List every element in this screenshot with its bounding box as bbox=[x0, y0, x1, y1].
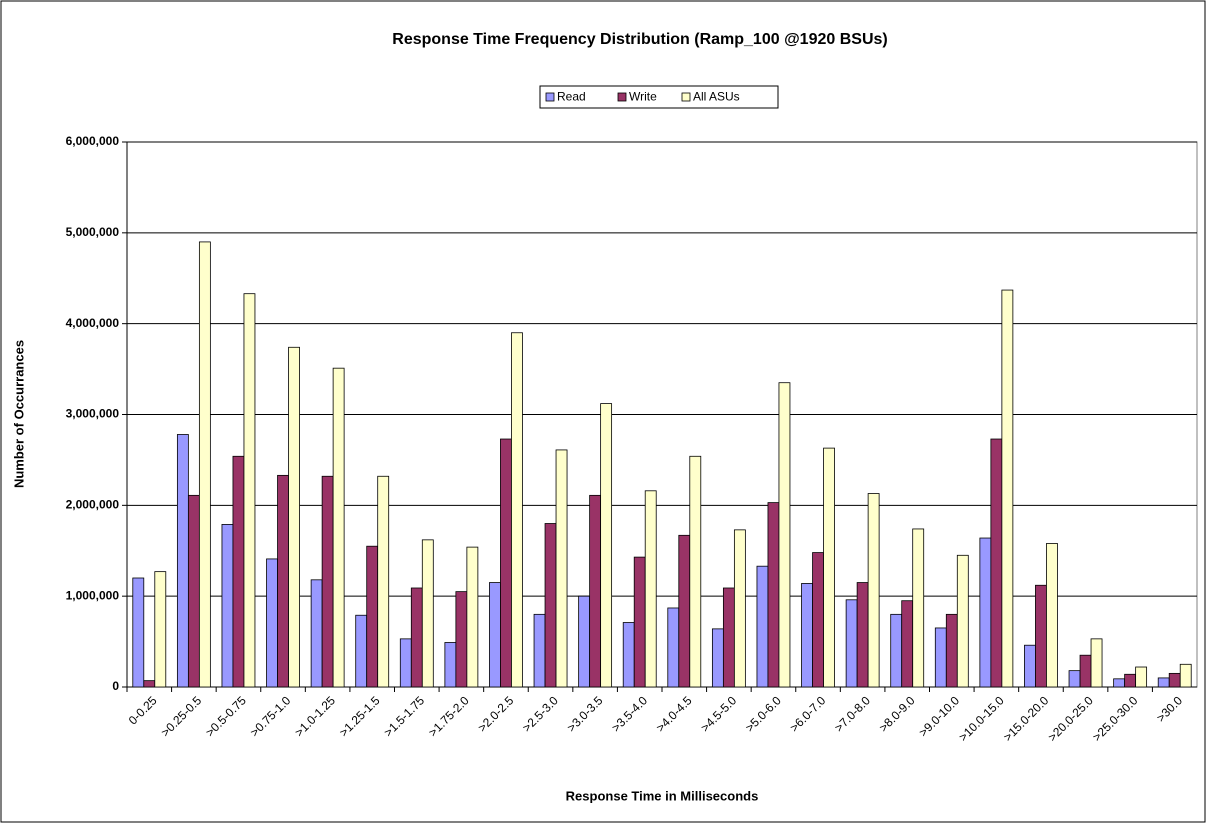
y-axis-title: Number of Occurrances bbox=[11, 340, 26, 488]
bar bbox=[990, 438, 1003, 688]
bar bbox=[154, 571, 167, 688]
bar bbox=[198, 241, 211, 688]
bar bbox=[277, 474, 289, 688]
y-tick-label: 4,000,000 bbox=[66, 316, 120, 330]
y-tick-label: 0 bbox=[112, 679, 119, 693]
y-tick-label: 6,000,000 bbox=[66, 134, 120, 148]
bar bbox=[1157, 677, 1170, 688]
bar bbox=[912, 528, 925, 688]
bar bbox=[589, 494, 602, 688]
legend-label: Write bbox=[629, 90, 657, 104]
bar bbox=[243, 293, 256, 688]
bar bbox=[421, 539, 434, 688]
bar bbox=[756, 565, 769, 688]
bar bbox=[187, 494, 200, 688]
bar bbox=[856, 582, 869, 688]
bar bbox=[934, 627, 947, 688]
bar bbox=[711, 628, 724, 688]
bar bbox=[778, 382, 791, 688]
bar bbox=[366, 545, 379, 688]
bar bbox=[956, 554, 969, 688]
bar bbox=[310, 579, 323, 688]
legend-swatch bbox=[617, 92, 627, 102]
bar bbox=[1179, 663, 1192, 688]
bar bbox=[979, 537, 992, 688]
bar bbox=[845, 599, 858, 688]
bar bbox=[945, 613, 958, 688]
bar bbox=[812, 552, 824, 688]
bar bbox=[1124, 673, 1137, 688]
legend-label: All ASUs bbox=[693, 90, 740, 104]
bar bbox=[1046, 543, 1058, 688]
bar bbox=[466, 546, 479, 688]
legend-swatch bbox=[545, 92, 555, 102]
bar bbox=[1113, 678, 1126, 688]
bar bbox=[1001, 289, 1014, 688]
bar bbox=[1079, 654, 1092, 688]
bar bbox=[132, 577, 145, 688]
bar bbox=[1090, 638, 1103, 688]
bar bbox=[455, 591, 468, 688]
bar bbox=[722, 587, 735, 688]
bar bbox=[143, 680, 156, 688]
chart-title: Response Time Frequency Distribution (Ra… bbox=[392, 31, 887, 48]
bar bbox=[767, 502, 780, 688]
bar bbox=[489, 582, 501, 688]
y-tick-label: 2,000,000 bbox=[66, 498, 120, 512]
bar bbox=[667, 607, 680, 688]
y-tick-label: 1,000,000 bbox=[66, 588, 120, 602]
bar bbox=[500, 438, 512, 688]
bar bbox=[232, 455, 245, 688]
bar bbox=[332, 367, 345, 688]
bar bbox=[678, 534, 691, 688]
bar bbox=[544, 523, 557, 688]
bar bbox=[1135, 666, 1148, 688]
bar bbox=[410, 587, 423, 688]
bar bbox=[355, 614, 368, 688]
legend-box bbox=[539, 85, 779, 109]
bar bbox=[689, 455, 702, 688]
bar bbox=[901, 600, 914, 688]
bar bbox=[890, 613, 903, 688]
bar bbox=[377, 475, 390, 688]
bar bbox=[555, 449, 568, 688]
bar bbox=[1035, 584, 1047, 688]
bar bbox=[823, 447, 835, 688]
legend-label: Read bbox=[557, 90, 586, 104]
bar bbox=[1068, 670, 1081, 688]
bar bbox=[221, 524, 234, 688]
bar bbox=[399, 638, 412, 688]
y-tick-label: 5,000,000 bbox=[66, 225, 120, 239]
bar bbox=[533, 613, 546, 688]
bar bbox=[321, 475, 334, 688]
bar bbox=[444, 642, 457, 688]
bar bbox=[622, 622, 635, 688]
bar bbox=[1168, 672, 1181, 688]
bar bbox=[600, 403, 613, 688]
bar bbox=[633, 556, 646, 688]
x-axis-title: Response Time in Milliseconds bbox=[566, 788, 759, 803]
bar bbox=[733, 529, 746, 688]
bar bbox=[176, 434, 189, 688]
legend-swatch bbox=[681, 92, 691, 102]
bar bbox=[288, 346, 300, 688]
bar bbox=[801, 583, 813, 688]
bar bbox=[578, 595, 591, 688]
bar bbox=[1024, 644, 1036, 688]
y-tick-label: 3,000,000 bbox=[66, 407, 120, 421]
bar bbox=[644, 490, 657, 688]
bar bbox=[511, 332, 523, 688]
bar bbox=[867, 493, 880, 688]
bar bbox=[266, 558, 278, 688]
